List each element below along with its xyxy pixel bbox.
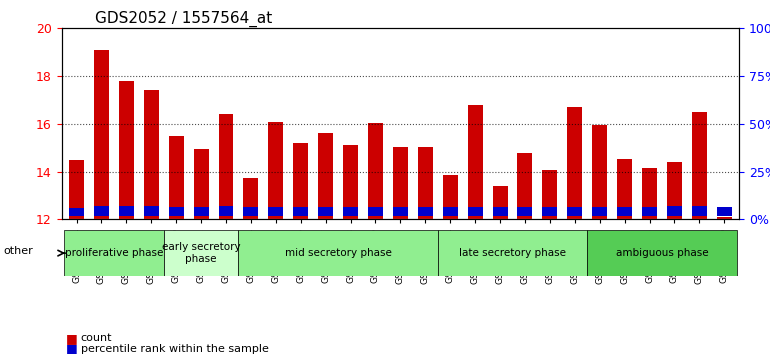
Bar [94, 50, 109, 219]
Bar [393, 207, 408, 216]
Bar [219, 114, 233, 219]
Bar [293, 143, 308, 219]
Bar [642, 207, 657, 216]
Bar [443, 175, 457, 219]
Bar [717, 207, 731, 216]
FancyBboxPatch shape [239, 230, 438, 276]
Bar [692, 206, 707, 216]
Bar [467, 105, 483, 219]
Text: count: count [81, 333, 112, 343]
Bar [467, 207, 483, 216]
Bar [144, 206, 159, 216]
Bar [542, 171, 557, 219]
Bar [667, 206, 682, 216]
Bar [542, 207, 557, 216]
Bar [318, 133, 333, 219]
Bar [493, 186, 507, 219]
Bar [144, 91, 159, 219]
Bar [94, 206, 109, 216]
Bar [269, 121, 283, 219]
Bar [443, 207, 457, 216]
Bar [592, 125, 608, 219]
Bar [219, 206, 233, 216]
Text: ■: ■ [65, 332, 77, 344]
Bar [667, 162, 682, 219]
Bar [567, 207, 582, 216]
Text: proliferative phase: proliferative phase [65, 248, 163, 258]
Bar [343, 207, 358, 216]
Text: ambiguous phase: ambiguous phase [616, 248, 708, 258]
Bar [617, 159, 632, 219]
Bar [269, 207, 283, 216]
FancyBboxPatch shape [438, 230, 588, 276]
Bar [343, 145, 358, 219]
Bar [119, 81, 134, 219]
Bar [193, 149, 209, 219]
Bar [243, 178, 259, 219]
Bar [717, 217, 731, 219]
Bar [493, 207, 507, 216]
Bar [692, 112, 707, 219]
Bar [393, 147, 408, 219]
Bar [119, 206, 134, 216]
Text: other: other [4, 246, 34, 256]
Bar [169, 207, 184, 216]
Bar [368, 207, 383, 216]
Bar [418, 147, 433, 219]
Bar [567, 107, 582, 219]
Bar [243, 207, 259, 216]
Bar [642, 168, 657, 219]
Bar [592, 207, 608, 216]
FancyBboxPatch shape [588, 230, 737, 276]
Text: early secretory
phase: early secretory phase [162, 242, 240, 264]
Bar [617, 207, 632, 216]
Text: mid secretory phase: mid secretory phase [285, 248, 392, 258]
FancyBboxPatch shape [64, 230, 164, 276]
Text: ■: ■ [65, 342, 77, 354]
FancyBboxPatch shape [164, 230, 239, 276]
Bar [418, 207, 433, 216]
Text: GDS2052 / 1557564_at: GDS2052 / 1557564_at [95, 11, 273, 27]
Bar [169, 136, 184, 219]
Bar [69, 207, 84, 216]
Bar [517, 153, 532, 219]
Bar [69, 160, 84, 219]
Bar [368, 123, 383, 219]
Bar [517, 207, 532, 216]
Text: late secretory phase: late secretory phase [459, 248, 566, 258]
Text: percentile rank within the sample: percentile rank within the sample [81, 344, 269, 354]
Bar [193, 207, 209, 216]
Bar [318, 207, 333, 216]
Bar [293, 207, 308, 216]
